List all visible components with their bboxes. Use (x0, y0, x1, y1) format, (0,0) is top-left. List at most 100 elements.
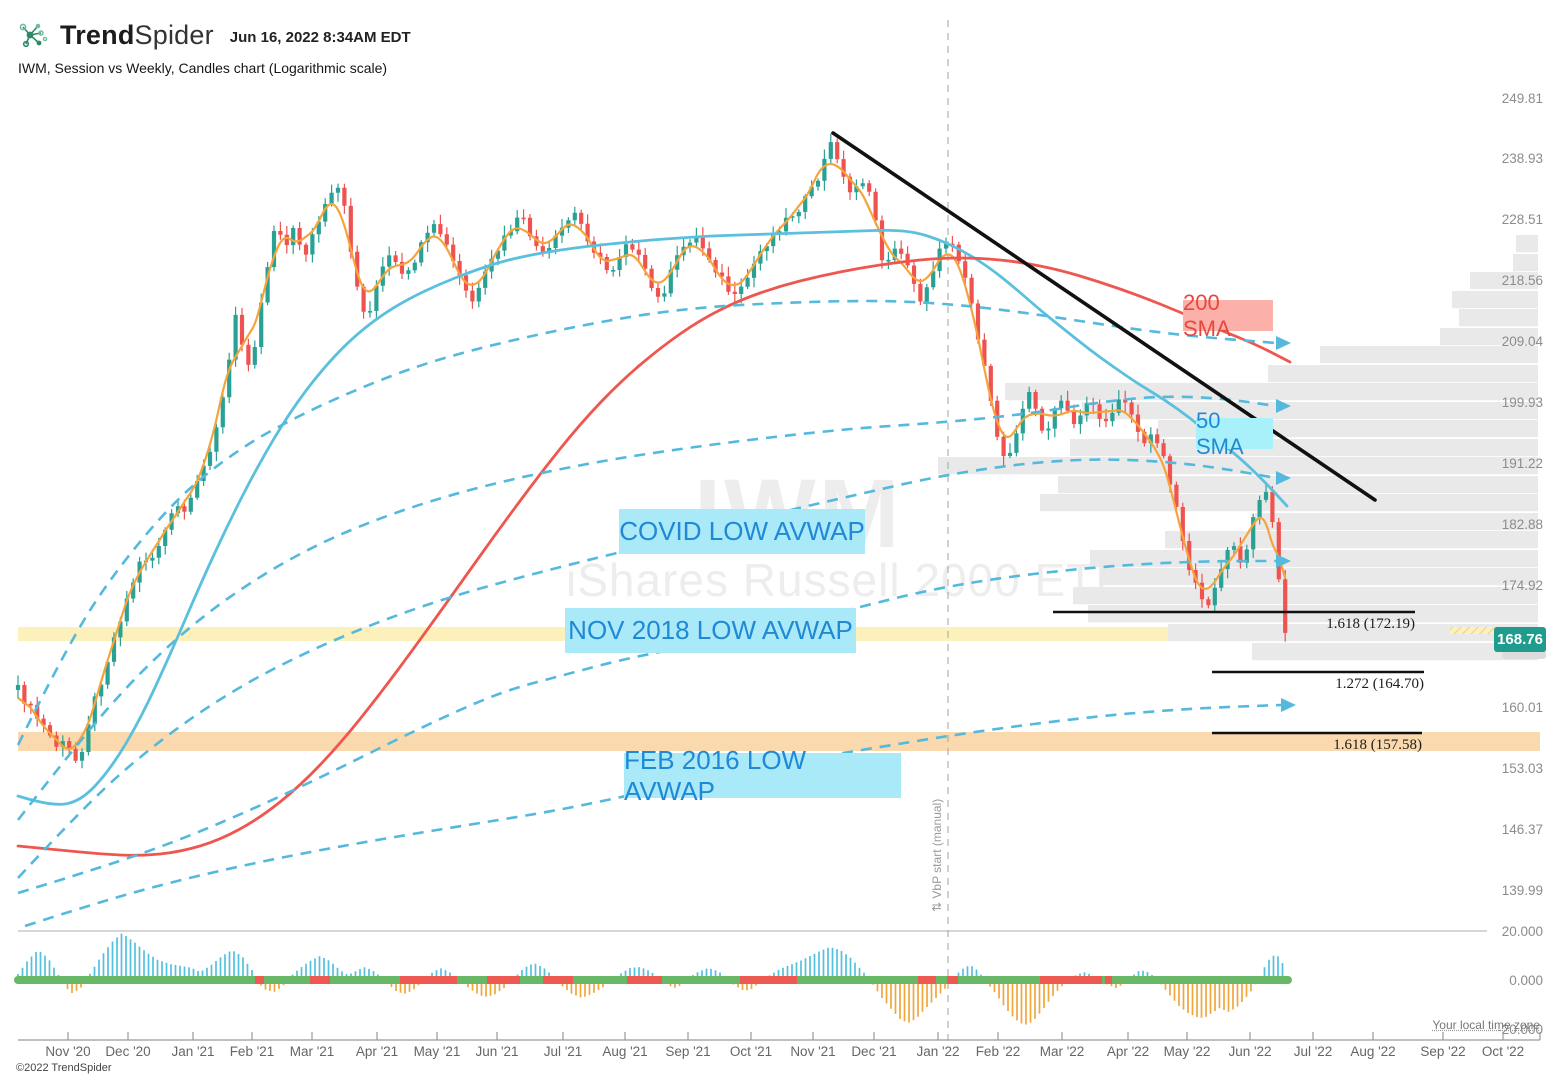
x-axis-month-label: Jun '22 (1228, 1044, 1271, 1059)
volume-profile-bar (1073, 587, 1538, 605)
oscillator-axis-label: 0.000 (1509, 973, 1543, 988)
fast-ma-line[interactable] (17, 162, 1287, 751)
last-price-badge: 168.76 (1494, 627, 1546, 652)
x-axis-month-label: Jul '21 (544, 1044, 583, 1059)
price-axis-label: 228.51 (1502, 212, 1543, 227)
x-axis-month-label: Jul '22 (1294, 1044, 1333, 1059)
volume-profile-bar (1440, 328, 1538, 346)
volume-profile-bar (1040, 494, 1538, 512)
avwap-nov-2018-low-line[interactable] (17, 559, 1276, 895)
x-axis-month-label: Apr '21 (356, 1044, 398, 1059)
downtrend-trendline[interactable] (831, 131, 1377, 502)
vbp-start-label: ⇅ VbP start (manual) (930, 799, 944, 912)
chart-timestamp: Jun 16, 2022 8:34AM EDT (229, 28, 411, 46)
volume-profile-hatch (1450, 627, 1537, 634)
volume-profile-bar (1516, 235, 1538, 253)
x-axis-month-label: Nov '21 (790, 1044, 835, 1059)
sma200-line[interactable] (16, 256, 1292, 857)
volume-profile-bar (1459, 309, 1538, 327)
price-axis-label: 238.93 (1502, 151, 1543, 166)
avwap-feb-2016-low-arrow-icon (1281, 698, 1296, 712)
avwap-upper-1-arrow-icon (1276, 336, 1291, 350)
volume-profile-bar (1255, 513, 1538, 531)
volume-profile-bar (1082, 402, 1538, 420)
price-axis-label: 139.99 (1502, 883, 1543, 898)
volume-profile-bar (1320, 346, 1538, 364)
x-axis-month-label: Nov '20 (45, 1044, 90, 1059)
histogram-bars-negative (62, 980, 1257, 1025)
x-axis-month-label: Jan '21 (171, 1044, 214, 1059)
price-axis-label: 153.03 (1502, 761, 1543, 776)
price-axis-label: 249.81 (1502, 91, 1543, 106)
oscillator-axis-label: 20.000 (1502, 924, 1543, 939)
price-axis-label: 146.37 (1502, 822, 1543, 837)
volume-profile-bar (1452, 291, 1538, 309)
x-axis-month-label: Apr '22 (1107, 1044, 1149, 1059)
volume-profile-bar (1165, 531, 1538, 549)
volume-profile-bar (1058, 476, 1538, 494)
x-axis-month-label: Feb '21 (230, 1044, 275, 1059)
brand-name: TrendSpider (60, 20, 214, 51)
fib-level-label-164[interactable]: 1.272 (164.70) (1335, 676, 1424, 692)
x-axis-month-label: Sep '21 (665, 1044, 710, 1059)
oscillator-axis-label: -20.000 (1497, 1022, 1543, 1037)
volume-profile-bar (1268, 365, 1538, 383)
app-header: TrendSpider Jun 16, 2022 8:34AM EDT (16, 18, 411, 52)
fib-level-label-157[interactable]: 1.618 (157.58) (1333, 737, 1422, 753)
brand-light: Spider (134, 19, 214, 50)
volume-profile-bar (1090, 550, 1538, 568)
sma200-label[interactable]: 200 SMA (1183, 290, 1273, 341)
volume-profile-bar (1070, 439, 1538, 457)
histogram-bars-positive (17, 933, 1288, 980)
volume-profile-bar (1470, 272, 1538, 290)
volume-profile-bar (1252, 643, 1538, 661)
x-axis-month-label: Oct '22 (1482, 1044, 1524, 1059)
x-axis-month-label: Sep '22 (1420, 1044, 1465, 1059)
covid-low-avwap-label[interactable]: COVID LOW AVWAP (619, 509, 865, 554)
trendspider-logo-icon (19, 23, 48, 48)
volume-profile-bar (1513, 254, 1538, 272)
avwap-covid-low-arrow-icon (1276, 471, 1291, 485)
fib-level-label-172[interactable]: 1.618 (172.19) (1326, 616, 1415, 632)
feb-2016-low-avwap-label[interactable]: FEB 2016 LOW AVWAP (624, 745, 901, 806)
x-axis-month-label: Aug '22 (1350, 1044, 1395, 1059)
price-axis-label: 218.56 (1502, 273, 1543, 288)
price-axis-label: 199.93 (1502, 395, 1543, 410)
volume-profile-bar (1005, 383, 1538, 401)
avwap-upper-2-arrow-icon (1276, 399, 1291, 413)
volume-profile-bar (1088, 605, 1538, 623)
brand-bold: Trend (60, 19, 135, 50)
x-axis-month-label: Aug '21 (602, 1044, 647, 1059)
avwap-nov-2018-low-arrow-icon (1276, 554, 1291, 568)
x-axis-month-label: Dec '20 (105, 1044, 150, 1059)
price-axis-label: 160.01 (1502, 700, 1543, 715)
x-axis-month-label: Oct '21 (730, 1044, 772, 1059)
x-axis-month-label: Mar '22 (1040, 1044, 1085, 1059)
timezone-note[interactable]: Your local time zone (1432, 1018, 1540, 1032)
x-axis-month-label: May '21 (414, 1044, 461, 1059)
nov-2018-low-avwap-label[interactable]: NOV 2018 LOW AVWAP (565, 608, 856, 653)
x-axis-month-label: May '22 (1164, 1044, 1211, 1059)
x-axis-month-label: Mar '21 (290, 1044, 335, 1059)
volume-profile-bar (1168, 624, 1538, 642)
candle-bodies-down (22, 142, 1288, 761)
chart-title: IWM, Session vs Weekly, Candles chart (L… (18, 60, 388, 76)
price-axis-label: 174.92 (1502, 578, 1543, 593)
x-axis-month-label: Jun '21 (475, 1044, 518, 1059)
price-axis-label: 182.88 (1502, 517, 1543, 532)
copyright: ©2022 TrendSpider (16, 1062, 112, 1074)
price-axis-label: 209.04 (1502, 334, 1544, 349)
price-axis-label: 191.22 (1502, 456, 1543, 471)
orange-support-band[interactable] (18, 732, 1540, 751)
sma50-label[interactable]: 50 SMA (1196, 408, 1273, 459)
volume-profile-bar (1100, 568, 1538, 586)
sma50-line[interactable] (16, 228, 1289, 806)
volume-profile-bar (938, 457, 1538, 475)
watermark-fullname: iShares Russell 2000 ETF (566, 554, 1125, 606)
avwap-upper-2-line[interactable] (16, 395, 1277, 821)
candle-bodies-up (15, 142, 1269, 761)
x-axis-month-label: Dec '21 (851, 1044, 896, 1059)
x-axis-month-label: Jan '22 (916, 1044, 959, 1059)
